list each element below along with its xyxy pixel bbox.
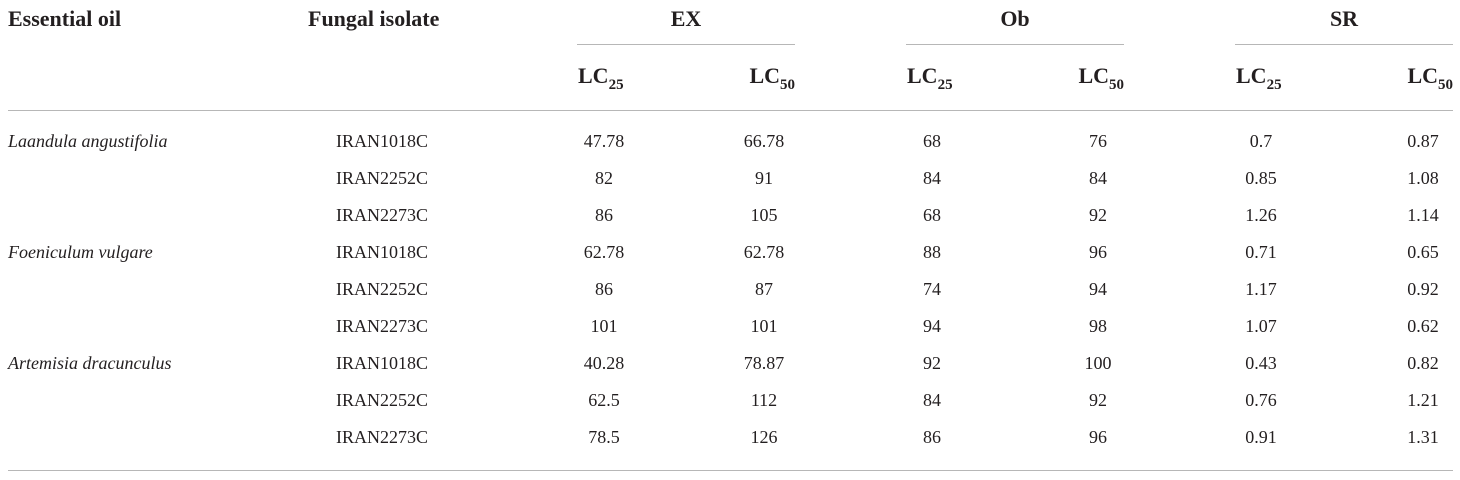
- value-cell: 88: [923, 242, 941, 262]
- value-cell: 96: [1089, 242, 1107, 262]
- value-cell: 62.78: [583, 242, 625, 262]
- header-essential-oil: Essential oil: [8, 6, 122, 31]
- subheader-ob-lc25: LC25: [907, 63, 953, 93]
- value-cell: 0.71: [1245, 242, 1277, 262]
- value-cell: 0.76: [1245, 390, 1277, 410]
- header-rule: [8, 110, 1453, 111]
- fungal-isolate-cell: IRAN2252C: [336, 279, 429, 299]
- value-cell: 92: [923, 353, 941, 373]
- subheader-ob-lc50: LC50: [1078, 63, 1124, 93]
- value-cell: 84: [923, 390, 941, 410]
- fungal-isolate-cell: IRAN1018C: [336, 242, 429, 262]
- value-cell: 0.85: [1245, 168, 1277, 188]
- value-cell: 84: [923, 168, 941, 188]
- essential-oil-name: Artemisia dracunculus: [8, 353, 172, 373]
- header-group-ex: EX: [670, 6, 702, 31]
- subheader-sr-lc50: LC50: [1407, 63, 1453, 93]
- value-cell: 1.08: [1407, 168, 1439, 188]
- fungal-isolate-cell: IRAN2273C: [336, 316, 429, 336]
- value-cell: 1.07: [1245, 316, 1277, 336]
- fungal-isolate-cell: IRAN2252C: [336, 390, 429, 410]
- value-cell: 87: [755, 279, 773, 299]
- value-cell: 94: [1089, 279, 1107, 299]
- value-cell: 84: [1089, 168, 1107, 188]
- value-cell: 0.62: [1407, 316, 1439, 336]
- essential-oil-name: Laandula angustifolia: [8, 131, 168, 151]
- value-cell: 1.31: [1407, 427, 1439, 447]
- value-cell: 1.26: [1245, 205, 1277, 225]
- value-cell: 62.5: [588, 390, 620, 410]
- header-group-sr: SR: [1329, 6, 1359, 31]
- value-cell: 68: [923, 205, 941, 225]
- value-cell: 0.7: [1249, 131, 1273, 151]
- value-cell: 82: [595, 168, 613, 188]
- value-cell: 86: [595, 279, 613, 299]
- fungal-isolate-cell: IRAN2273C: [336, 205, 429, 225]
- value-cell: 126: [750, 427, 778, 447]
- value-cell: 1.14: [1407, 205, 1439, 225]
- value-cell: 101: [750, 316, 778, 336]
- subheader-ex-lc50: LC50: [749, 63, 795, 93]
- value-cell: 78.5: [588, 427, 620, 447]
- value-cell: 47.78: [583, 131, 625, 151]
- header-group-ob: Ob: [1000, 6, 1030, 31]
- value-cell: 74: [923, 279, 941, 299]
- value-cell: 96: [1089, 427, 1107, 447]
- value-cell: 78.87: [743, 353, 785, 373]
- essential-oil-name: Foeniculum vulgare: [8, 242, 153, 262]
- value-cell: 1.21: [1407, 390, 1439, 410]
- value-cell: 86: [923, 427, 941, 447]
- value-cell: 86: [595, 205, 613, 225]
- value-cell: 1.17: [1245, 279, 1277, 299]
- value-cell: 105: [750, 205, 778, 225]
- group-rule-ex: [577, 44, 795, 45]
- subheader-ex-lc25: LC25: [578, 63, 624, 93]
- group-rule-ob: [906, 44, 1124, 45]
- value-cell: 0.91: [1245, 427, 1277, 447]
- table-bottom-rule: [8, 470, 1453, 471]
- fungal-isolate-cell: IRAN1018C: [336, 131, 429, 151]
- value-cell: 92: [1089, 390, 1107, 410]
- fungal-isolate-cell: IRAN2252C: [336, 168, 429, 188]
- fungal-isolate-cell: IRAN1018C: [336, 353, 429, 373]
- fungal-isolate-cell: IRAN2273C: [336, 427, 429, 447]
- value-cell: 76: [1089, 131, 1107, 151]
- value-cell: 92: [1089, 205, 1107, 225]
- value-cell: 91: [755, 168, 773, 188]
- value-cell: 40.28: [583, 353, 625, 373]
- value-cell: 0.43: [1245, 353, 1277, 373]
- subheader-sr-lc25: LC25: [1236, 63, 1282, 93]
- value-cell: 68: [923, 131, 941, 151]
- value-cell: 100: [1084, 353, 1112, 373]
- value-cell: 0.82: [1407, 353, 1439, 373]
- header-fungal-isolate: Fungal isolate: [308, 6, 440, 31]
- value-cell: 112: [750, 390, 778, 410]
- value-cell: 98: [1089, 316, 1107, 336]
- value-cell: 0.65: [1407, 242, 1439, 262]
- value-cell: 0.87: [1407, 131, 1439, 151]
- value-cell: 94: [923, 316, 941, 336]
- value-cell: 0.92: [1407, 279, 1439, 299]
- value-cell: 62.78: [743, 242, 785, 262]
- value-cell: 66.78: [743, 131, 785, 151]
- value-cell: 101: [590, 316, 618, 336]
- group-rule-sr: [1235, 44, 1453, 45]
